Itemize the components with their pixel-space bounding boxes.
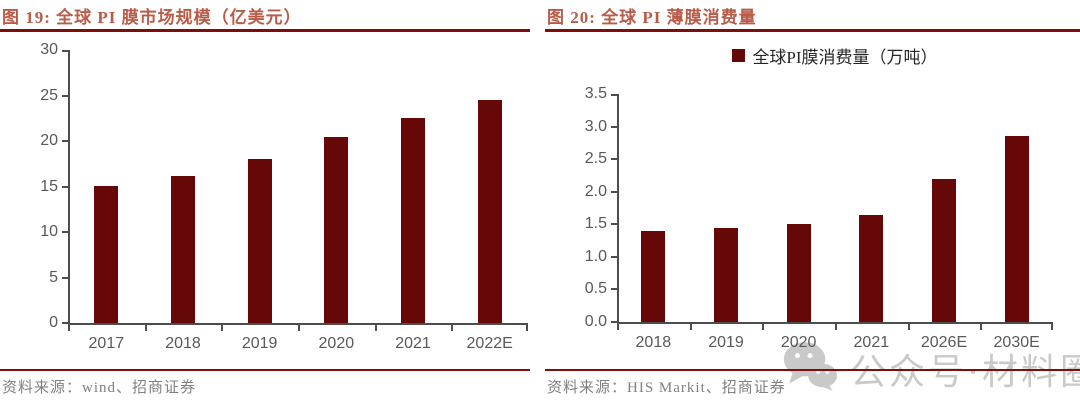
figure-20-title-rule xyxy=(545,29,1080,32)
x-tick xyxy=(980,322,983,330)
y-tick-label: 5 xyxy=(49,268,58,286)
x-tick-label: 2020 xyxy=(780,334,817,351)
bar xyxy=(786,224,811,322)
figure-19-source-rule xyxy=(0,369,530,371)
bar xyxy=(859,214,884,322)
figure-20-plot: 0.0 0.5 1.0 1.5 2.0 2.5 3.0 3.5 2018 2019 2020 2021… xyxy=(585,85,1053,351)
y-tick xyxy=(611,125,617,128)
figure-20-source-rule xyxy=(545,369,1080,371)
x-tick xyxy=(835,322,837,330)
bar xyxy=(171,175,195,323)
bar xyxy=(324,137,349,323)
y-tick xyxy=(611,255,617,258)
bar xyxy=(714,227,738,322)
wechat-icon xyxy=(782,341,838,396)
x-tick-label: 2019 xyxy=(241,335,278,352)
figure-20-legend: 全球PI膜消费量（万吨） xyxy=(617,45,1053,67)
x-tick-label: 2017 xyxy=(88,335,125,352)
figure-19-source: 资料来源：wind、招商证券 xyxy=(2,380,197,396)
x-tick xyxy=(762,322,765,330)
y-tick-label: 10 xyxy=(40,223,58,240)
x-tick xyxy=(451,323,454,331)
x-tick xyxy=(221,323,224,331)
watermark-text: 公众号·材料圈 xyxy=(850,351,1080,392)
y-tick xyxy=(611,94,617,96)
legend-label: 全球PI膜消费量（万吨） xyxy=(752,47,938,67)
y-tick xyxy=(611,288,617,291)
y-tick xyxy=(62,231,68,233)
x-tick xyxy=(298,323,300,331)
bar xyxy=(247,159,272,323)
y-tick xyxy=(62,322,68,324)
figure-20-panel: 图 20: 全球 PI 薄膜消费量 全球PI膜消费量（万吨） 0.0 0.5 1.0… xyxy=(545,0,1080,408)
x-tick-label: 2022E xyxy=(466,335,513,352)
x-tick-label: 2030E xyxy=(993,334,1040,351)
x-tick-label: 2018 xyxy=(165,335,201,352)
figure-20-title: 图 20: 全球 PI 薄膜消费量 xyxy=(547,8,757,27)
x-tick-label: 2026E xyxy=(920,334,968,351)
bar xyxy=(401,118,425,323)
x-tick-label: 2021 xyxy=(853,334,890,351)
x-tick xyxy=(617,322,619,330)
y-tick xyxy=(611,158,617,161)
y-tick-label: 2.5 xyxy=(584,150,607,168)
bar xyxy=(94,185,119,323)
y-tick-label: 20 xyxy=(40,132,58,149)
y-tick-label: 0.0 xyxy=(584,313,607,330)
y-axis xyxy=(617,94,619,324)
y-tick-label: 30 xyxy=(40,41,58,58)
y-tick xyxy=(611,321,617,323)
y-tick-label: 1.0 xyxy=(584,247,607,265)
y-tick-label: 0.5 xyxy=(584,280,607,298)
x-tick xyxy=(689,322,692,330)
y-tick-label: 0 xyxy=(49,314,58,331)
x-tick-label: 2020 xyxy=(318,335,355,352)
x-tick xyxy=(374,323,377,331)
y-tick-label: 2.0 xyxy=(584,182,607,200)
x-tick-label: 2019 xyxy=(708,334,744,351)
y-tick xyxy=(611,223,617,226)
figure-19-plot: 0 5 10 15 20 25 30 2017 2018 2019 2020 2021 2022E xyxy=(40,41,528,352)
y-tick xyxy=(62,276,68,279)
x-tick xyxy=(68,323,70,331)
x-tick xyxy=(144,323,147,331)
y-tick xyxy=(62,94,68,97)
y-tick xyxy=(62,185,68,188)
y-tick xyxy=(611,190,617,193)
y-tick xyxy=(62,140,68,142)
y-tick-label: 25 xyxy=(40,86,58,104)
figure-20-source: 资料来源：HIS Markit、招商证券 xyxy=(547,380,786,396)
y-tick xyxy=(62,50,68,52)
x-tick xyxy=(1051,322,1053,330)
x-tick xyxy=(907,322,910,330)
y-tick-label: 3.0 xyxy=(584,117,607,135)
x-tick-label: 2018 xyxy=(635,334,672,351)
bar xyxy=(477,100,502,323)
bar xyxy=(932,178,956,322)
y-axis xyxy=(68,50,70,325)
legend-marker xyxy=(732,48,746,62)
bar xyxy=(641,230,666,322)
bar xyxy=(1004,136,1029,322)
y-tick-label: 15 xyxy=(40,177,58,195)
y-tick-label: 3.5 xyxy=(584,85,607,102)
x-tick-label: 2021 xyxy=(395,335,431,352)
watermark: 公众号·材料圈 xyxy=(782,341,1080,396)
figure-19-title: 图 19: 全球 PI 膜市场规模（亿美元） xyxy=(2,8,302,27)
x-tick xyxy=(526,323,528,331)
figure-19-panel: 图 19: 全球 PI 膜市场规模（亿美元） 0 5 10 15 20 25 30 2017 2… xyxy=(0,0,530,408)
figure-19-title-rule xyxy=(0,29,530,32)
y-tick-label: 1.5 xyxy=(584,215,607,233)
